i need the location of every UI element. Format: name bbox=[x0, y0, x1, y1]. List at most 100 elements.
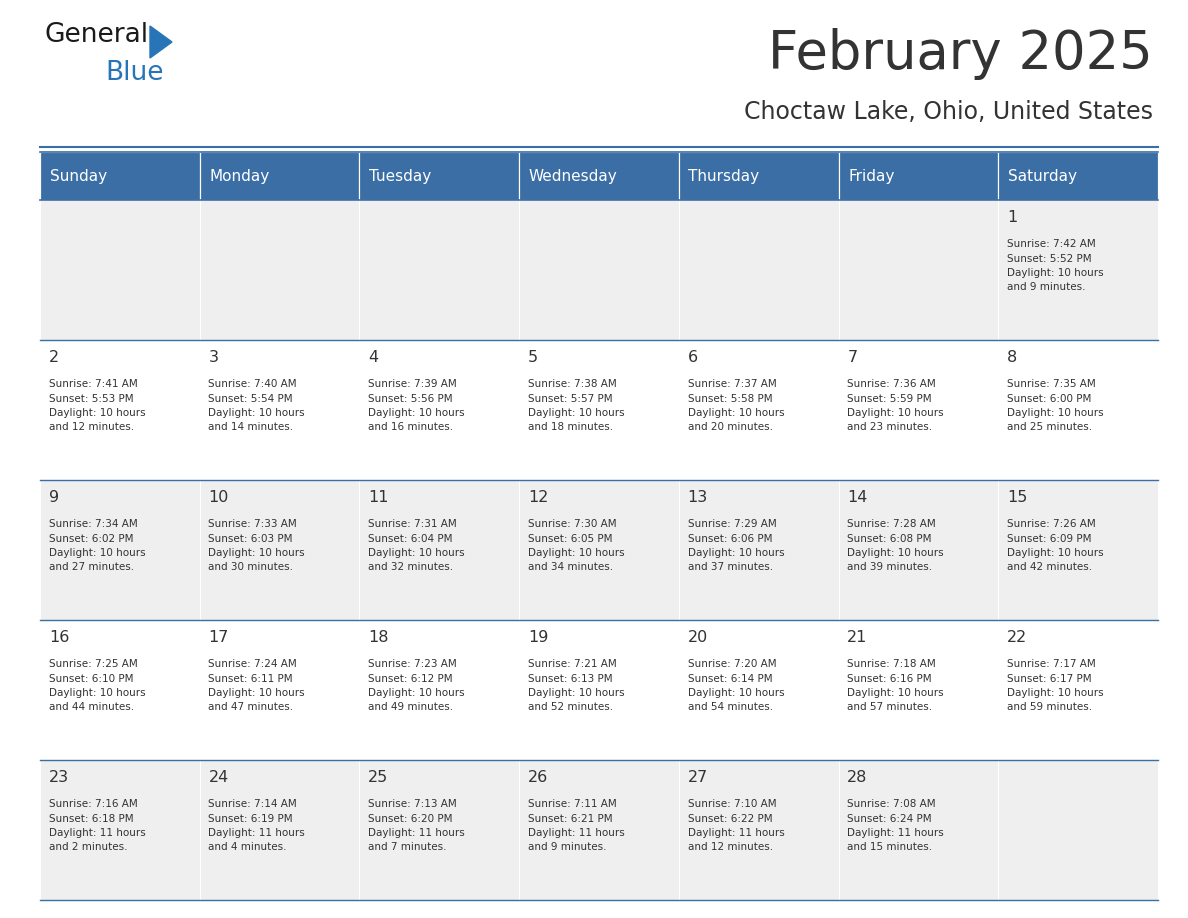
Text: Sunrise: 7:25 AM
Sunset: 6:10 PM
Daylight: 10 hours
and 44 minutes.: Sunrise: 7:25 AM Sunset: 6:10 PM Dayligh… bbox=[49, 659, 145, 712]
Text: Sunrise: 7:30 AM
Sunset: 6:05 PM
Daylight: 10 hours
and 34 minutes.: Sunrise: 7:30 AM Sunset: 6:05 PM Dayligh… bbox=[527, 520, 625, 573]
Text: Wednesday: Wednesday bbox=[529, 169, 618, 184]
Bar bbox=[839, 200, 998, 340]
Bar bbox=[200, 152, 360, 200]
Text: Saturday: Saturday bbox=[1007, 169, 1076, 184]
Text: Sunrise: 7:20 AM
Sunset: 6:14 PM
Daylight: 10 hours
and 54 minutes.: Sunrise: 7:20 AM Sunset: 6:14 PM Dayligh… bbox=[688, 659, 784, 712]
Text: Tuesday: Tuesday bbox=[369, 169, 431, 184]
Bar bbox=[360, 152, 519, 200]
Text: 8: 8 bbox=[1007, 350, 1017, 364]
Bar bbox=[839, 760, 998, 900]
Text: 25: 25 bbox=[368, 770, 388, 785]
Text: 14: 14 bbox=[847, 490, 867, 505]
Text: 20: 20 bbox=[688, 630, 708, 644]
Text: Sunrise: 7:39 AM
Sunset: 5:56 PM
Daylight: 10 hours
and 16 minutes.: Sunrise: 7:39 AM Sunset: 5:56 PM Dayligh… bbox=[368, 379, 465, 432]
Text: Sunday: Sunday bbox=[50, 169, 107, 184]
Text: Sunrise: 7:42 AM
Sunset: 5:52 PM
Daylight: 10 hours
and 9 minutes.: Sunrise: 7:42 AM Sunset: 5:52 PM Dayligh… bbox=[1007, 240, 1104, 293]
Bar bbox=[40, 620, 200, 760]
Text: 28: 28 bbox=[847, 770, 867, 785]
Bar bbox=[40, 200, 200, 340]
Bar bbox=[40, 480, 200, 620]
Text: Sunrise: 7:10 AM
Sunset: 6:22 PM
Daylight: 11 hours
and 12 minutes.: Sunrise: 7:10 AM Sunset: 6:22 PM Dayligh… bbox=[688, 800, 784, 853]
Text: Sunrise: 7:18 AM
Sunset: 6:16 PM
Daylight: 10 hours
and 57 minutes.: Sunrise: 7:18 AM Sunset: 6:16 PM Dayligh… bbox=[847, 659, 944, 712]
Text: Sunrise: 7:34 AM
Sunset: 6:02 PM
Daylight: 10 hours
and 27 minutes.: Sunrise: 7:34 AM Sunset: 6:02 PM Dayligh… bbox=[49, 520, 145, 573]
Bar bbox=[360, 620, 519, 760]
Text: Sunrise: 7:26 AM
Sunset: 6:09 PM
Daylight: 10 hours
and 42 minutes.: Sunrise: 7:26 AM Sunset: 6:09 PM Dayligh… bbox=[1007, 520, 1104, 573]
Text: Sunrise: 7:17 AM
Sunset: 6:17 PM
Daylight: 10 hours
and 59 minutes.: Sunrise: 7:17 AM Sunset: 6:17 PM Dayligh… bbox=[1007, 659, 1104, 712]
Text: 26: 26 bbox=[527, 770, 548, 785]
Text: Sunrise: 7:38 AM
Sunset: 5:57 PM
Daylight: 10 hours
and 18 minutes.: Sunrise: 7:38 AM Sunset: 5:57 PM Dayligh… bbox=[527, 379, 625, 432]
Bar bbox=[998, 200, 1158, 340]
Text: Sunrise: 7:08 AM
Sunset: 6:24 PM
Daylight: 11 hours
and 15 minutes.: Sunrise: 7:08 AM Sunset: 6:24 PM Dayligh… bbox=[847, 800, 944, 853]
Text: 10: 10 bbox=[209, 490, 229, 505]
Text: 6: 6 bbox=[688, 350, 697, 364]
Text: Sunrise: 7:24 AM
Sunset: 6:11 PM
Daylight: 10 hours
and 47 minutes.: Sunrise: 7:24 AM Sunset: 6:11 PM Dayligh… bbox=[209, 659, 305, 712]
Bar bbox=[519, 620, 678, 760]
Bar bbox=[998, 340, 1158, 480]
Bar bbox=[678, 200, 839, 340]
Bar bbox=[360, 200, 519, 340]
Text: 3: 3 bbox=[209, 350, 219, 364]
Text: General: General bbox=[45, 22, 150, 48]
Bar bbox=[200, 620, 360, 760]
Text: 2: 2 bbox=[49, 350, 59, 364]
Text: 1: 1 bbox=[1007, 210, 1017, 225]
Text: 7: 7 bbox=[847, 350, 858, 364]
Bar bbox=[998, 480, 1158, 620]
Bar bbox=[839, 152, 998, 200]
Bar bbox=[678, 340, 839, 480]
Text: Friday: Friday bbox=[848, 169, 895, 184]
Text: Monday: Monday bbox=[209, 169, 270, 184]
Bar bbox=[519, 152, 678, 200]
Text: Sunrise: 7:11 AM
Sunset: 6:21 PM
Daylight: 11 hours
and 9 minutes.: Sunrise: 7:11 AM Sunset: 6:21 PM Dayligh… bbox=[527, 800, 625, 853]
Text: Sunrise: 7:31 AM
Sunset: 6:04 PM
Daylight: 10 hours
and 32 minutes.: Sunrise: 7:31 AM Sunset: 6:04 PM Dayligh… bbox=[368, 520, 465, 573]
Text: Sunrise: 7:33 AM
Sunset: 6:03 PM
Daylight: 10 hours
and 30 minutes.: Sunrise: 7:33 AM Sunset: 6:03 PM Dayligh… bbox=[209, 520, 305, 573]
Text: Sunrise: 7:37 AM
Sunset: 5:58 PM
Daylight: 10 hours
and 20 minutes.: Sunrise: 7:37 AM Sunset: 5:58 PM Dayligh… bbox=[688, 379, 784, 432]
Text: 27: 27 bbox=[688, 770, 708, 785]
Text: 9: 9 bbox=[49, 490, 59, 505]
Bar bbox=[200, 340, 360, 480]
Bar bbox=[998, 152, 1158, 200]
Bar bbox=[678, 620, 839, 760]
Bar bbox=[519, 760, 678, 900]
Bar bbox=[360, 340, 519, 480]
Text: Thursday: Thursday bbox=[688, 169, 759, 184]
Text: 5: 5 bbox=[527, 350, 538, 364]
Text: 22: 22 bbox=[1007, 630, 1028, 644]
Text: 21: 21 bbox=[847, 630, 867, 644]
Bar bbox=[40, 760, 200, 900]
Bar bbox=[519, 200, 678, 340]
Text: Sunrise: 7:23 AM
Sunset: 6:12 PM
Daylight: 10 hours
and 49 minutes.: Sunrise: 7:23 AM Sunset: 6:12 PM Dayligh… bbox=[368, 659, 465, 712]
Bar bbox=[998, 620, 1158, 760]
Bar bbox=[519, 480, 678, 620]
Polygon shape bbox=[150, 26, 172, 58]
Bar bbox=[678, 480, 839, 620]
Text: February 2025: February 2025 bbox=[769, 28, 1154, 80]
Text: Choctaw Lake, Ohio, United States: Choctaw Lake, Ohio, United States bbox=[744, 100, 1154, 124]
Bar bbox=[998, 760, 1158, 900]
Bar bbox=[360, 480, 519, 620]
Text: Sunrise: 7:28 AM
Sunset: 6:08 PM
Daylight: 10 hours
and 39 minutes.: Sunrise: 7:28 AM Sunset: 6:08 PM Dayligh… bbox=[847, 520, 944, 573]
Bar bbox=[839, 480, 998, 620]
Text: 17: 17 bbox=[209, 630, 229, 644]
Bar bbox=[200, 480, 360, 620]
Text: 15: 15 bbox=[1007, 490, 1028, 505]
Text: 16: 16 bbox=[49, 630, 69, 644]
Text: 12: 12 bbox=[527, 490, 549, 505]
Text: Sunrise: 7:13 AM
Sunset: 6:20 PM
Daylight: 11 hours
and 7 minutes.: Sunrise: 7:13 AM Sunset: 6:20 PM Dayligh… bbox=[368, 800, 465, 853]
Bar bbox=[200, 760, 360, 900]
Text: Sunrise: 7:36 AM
Sunset: 5:59 PM
Daylight: 10 hours
and 23 minutes.: Sunrise: 7:36 AM Sunset: 5:59 PM Dayligh… bbox=[847, 379, 944, 432]
Text: 13: 13 bbox=[688, 490, 708, 505]
Bar bbox=[839, 340, 998, 480]
Text: 11: 11 bbox=[368, 490, 388, 505]
Text: 4: 4 bbox=[368, 350, 378, 364]
Text: Sunrise: 7:14 AM
Sunset: 6:19 PM
Daylight: 11 hours
and 4 minutes.: Sunrise: 7:14 AM Sunset: 6:19 PM Dayligh… bbox=[209, 800, 305, 853]
Text: 24: 24 bbox=[209, 770, 229, 785]
Text: Sunrise: 7:21 AM
Sunset: 6:13 PM
Daylight: 10 hours
and 52 minutes.: Sunrise: 7:21 AM Sunset: 6:13 PM Dayligh… bbox=[527, 659, 625, 712]
Text: Blue: Blue bbox=[105, 60, 164, 86]
Text: Sunrise: 7:35 AM
Sunset: 6:00 PM
Daylight: 10 hours
and 25 minutes.: Sunrise: 7:35 AM Sunset: 6:00 PM Dayligh… bbox=[1007, 379, 1104, 432]
Bar bbox=[40, 152, 200, 200]
Text: Sunrise: 7:16 AM
Sunset: 6:18 PM
Daylight: 11 hours
and 2 minutes.: Sunrise: 7:16 AM Sunset: 6:18 PM Dayligh… bbox=[49, 800, 146, 853]
Text: 23: 23 bbox=[49, 770, 69, 785]
Bar bbox=[519, 340, 678, 480]
Text: Sunrise: 7:40 AM
Sunset: 5:54 PM
Daylight: 10 hours
and 14 minutes.: Sunrise: 7:40 AM Sunset: 5:54 PM Dayligh… bbox=[209, 379, 305, 432]
